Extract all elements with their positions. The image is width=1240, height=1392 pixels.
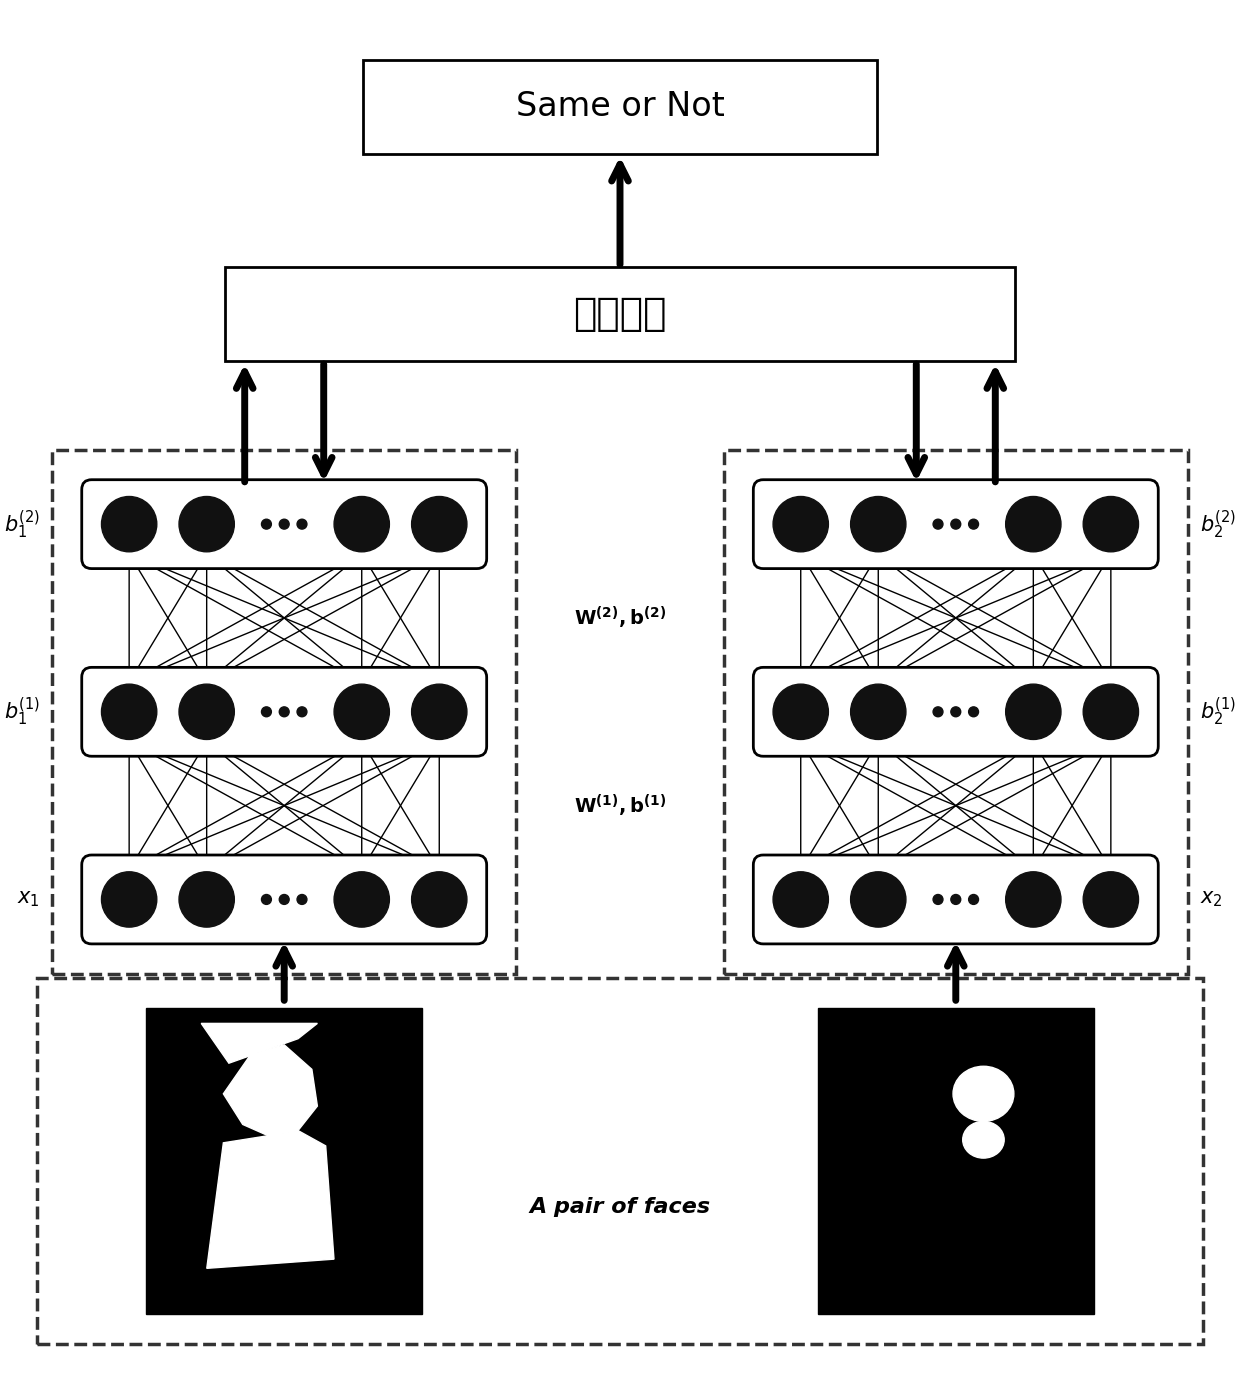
Circle shape — [298, 895, 308, 905]
Circle shape — [179, 683, 234, 739]
Circle shape — [932, 519, 942, 529]
Bar — [52, 450, 516, 973]
Circle shape — [1006, 497, 1061, 551]
FancyBboxPatch shape — [754, 667, 1158, 756]
Circle shape — [334, 683, 389, 739]
Text: $b_2^{(2)}$: $b_2^{(2)}$ — [1200, 508, 1236, 540]
FancyBboxPatch shape — [82, 855, 486, 944]
Ellipse shape — [962, 1122, 1004, 1158]
Circle shape — [334, 871, 389, 927]
Circle shape — [773, 871, 828, 927]
Circle shape — [102, 871, 156, 927]
FancyBboxPatch shape — [82, 480, 486, 568]
Circle shape — [968, 707, 978, 717]
Circle shape — [851, 871, 906, 927]
Bar — [363, 60, 877, 153]
Bar — [37, 979, 1203, 1343]
Circle shape — [773, 497, 828, 551]
Text: Same or Not: Same or Not — [516, 90, 724, 124]
Circle shape — [773, 683, 828, 739]
Bar — [224, 267, 1016, 361]
Circle shape — [262, 895, 272, 905]
Text: A pair of faces: A pair of faces — [529, 1197, 711, 1217]
Ellipse shape — [954, 1066, 1014, 1122]
Text: $\mathbf{W^{(1)}, b^{(1)}}$: $\mathbf{W^{(1)}, b^{(1)}}$ — [574, 792, 666, 818]
Text: $x_2$: $x_2$ — [1200, 889, 1223, 909]
Circle shape — [951, 519, 961, 529]
Circle shape — [932, 707, 942, 717]
Circle shape — [412, 497, 467, 551]
Circle shape — [1084, 497, 1138, 551]
Circle shape — [1006, 683, 1061, 739]
Text: $x_1$: $x_1$ — [17, 889, 40, 909]
Circle shape — [932, 895, 942, 905]
Bar — [724, 450, 1188, 973]
Text: 迁移学习: 迁移学习 — [573, 295, 667, 333]
Circle shape — [298, 707, 308, 717]
Text: $b_2^{(1)}$: $b_2^{(1)}$ — [1200, 696, 1236, 728]
FancyBboxPatch shape — [82, 667, 486, 756]
Text: $b_1^{(1)}$: $b_1^{(1)}$ — [4, 696, 40, 728]
Text: $\mathbf{W^{(2)}, b^{(2)}}$: $\mathbf{W^{(2)}, b^{(2)}}$ — [574, 606, 666, 631]
Polygon shape — [207, 1130, 334, 1268]
FancyBboxPatch shape — [754, 480, 1158, 568]
Circle shape — [262, 707, 272, 717]
Circle shape — [968, 519, 978, 529]
Text: $b_1^{(2)}$: $b_1^{(2)}$ — [4, 508, 40, 540]
Circle shape — [851, 683, 906, 739]
Circle shape — [102, 683, 156, 739]
Circle shape — [951, 895, 961, 905]
Polygon shape — [223, 1045, 317, 1137]
Circle shape — [951, 707, 961, 717]
Circle shape — [102, 497, 156, 551]
Circle shape — [412, 871, 467, 927]
Circle shape — [851, 497, 906, 551]
Circle shape — [298, 519, 308, 529]
Circle shape — [262, 519, 272, 529]
Circle shape — [279, 707, 289, 717]
Circle shape — [1084, 683, 1138, 739]
Circle shape — [279, 519, 289, 529]
FancyBboxPatch shape — [754, 855, 1158, 944]
Circle shape — [334, 497, 389, 551]
Polygon shape — [201, 1023, 317, 1063]
Circle shape — [1084, 871, 1138, 927]
Bar — [146, 1008, 423, 1314]
Circle shape — [179, 871, 234, 927]
Circle shape — [179, 497, 234, 551]
Bar — [817, 1008, 1094, 1314]
Circle shape — [412, 683, 467, 739]
Circle shape — [1006, 871, 1061, 927]
Circle shape — [968, 895, 978, 905]
Circle shape — [279, 895, 289, 905]
